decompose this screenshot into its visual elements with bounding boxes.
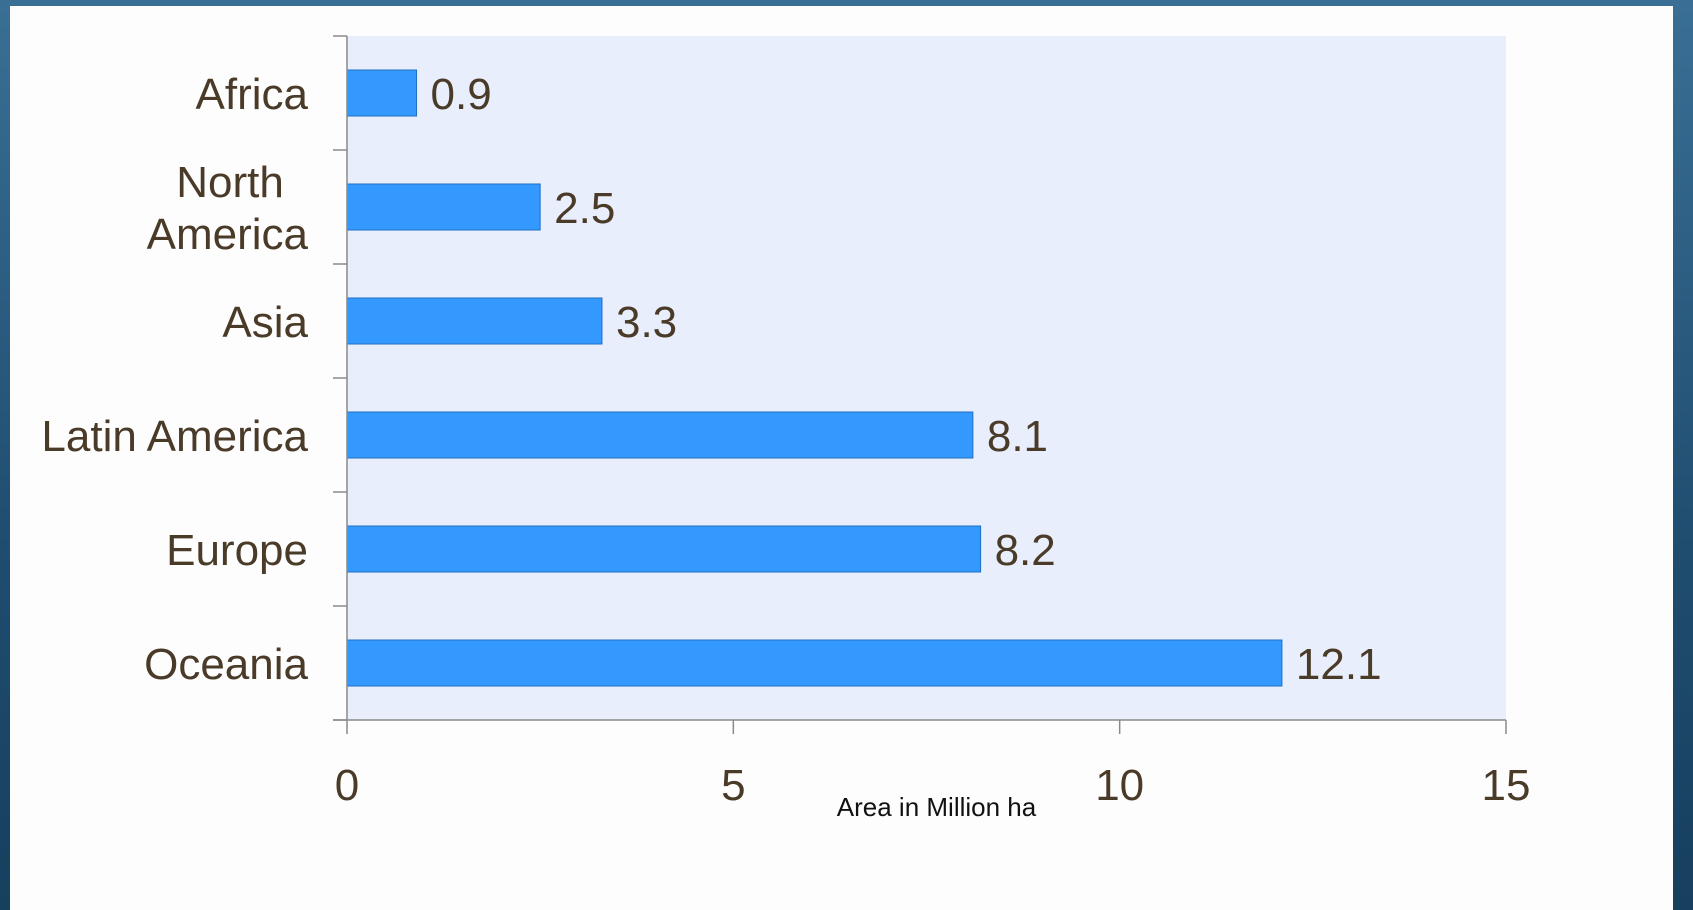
value-labels-group: 0.9 2.5 3.3 8.1 8.2 12.1	[431, 70, 1382, 689]
axes-group	[333, 35, 1507, 734]
value-label: 3.3	[616, 298, 677, 347]
value-label: 8.2	[995, 526, 1056, 575]
category-label: Oceania	[144, 640, 308, 689]
x-tick-label: 5	[721, 761, 745, 810]
category-label: North America	[147, 158, 309, 259]
bar-latin-america	[346, 411, 974, 459]
category-label: Europe	[166, 526, 308, 575]
bar-oceania	[346, 639, 1283, 687]
value-label: 8.1	[987, 412, 1048, 461]
x-tick-label: 10	[1095, 761, 1144, 810]
x-tick-label: 0	[335, 761, 359, 810]
bars-group	[346, 69, 1283, 687]
tick-labels-group: 0 5 10 15	[335, 761, 1531, 810]
category-label: Africa	[196, 70, 309, 119]
bar-north-america	[346, 183, 541, 231]
slide-panel: 0.9 2.5 3.3 8.1 8.2 12.1 Africa North America As…	[10, 6, 1673, 910]
bar-africa	[346, 69, 418, 117]
bar-asia	[346, 297, 603, 345]
plot-area	[347, 36, 1506, 720]
value-label: 2.5	[554, 184, 615, 233]
value-label: 12.1	[1296, 640, 1382, 689]
category-label: Latin America	[41, 412, 308, 461]
category-labels-group: Africa North America Asia Latin America Europ…	[41, 70, 308, 689]
category-label: Asia	[222, 298, 308, 347]
x-tick-label: 15	[1482, 761, 1531, 810]
x-axis-title: Area in Million ha	[837, 792, 1037, 822]
value-label: 0.9	[431, 70, 492, 119]
bar-europe	[346, 525, 982, 573]
bar-chart: 0.9 2.5 3.3 8.1 8.2 12.1 Africa North America As…	[41, 35, 1531, 822]
